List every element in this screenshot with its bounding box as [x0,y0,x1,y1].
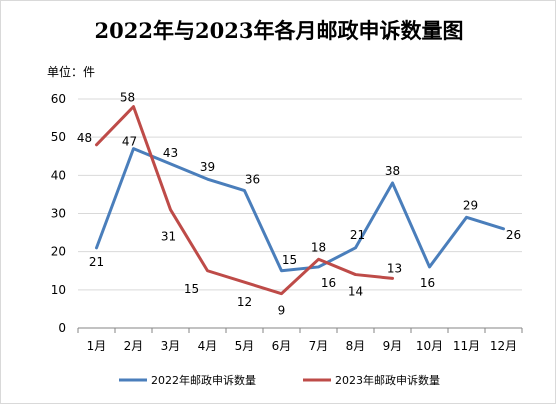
data-label: 21 [350,228,365,242]
y-tick-label: 20 [51,245,66,259]
x-tick-label: 7月 [309,339,329,353]
data-label: 15 [184,282,199,296]
x-tick-label: 3月 [161,339,181,353]
x-tick-label: 5月 [235,339,255,353]
data-label: 29 [463,198,478,212]
data-label: 14 [348,285,363,299]
y-tick-label: 50 [51,130,66,144]
legend-label-2: 2023年邮政申诉数量 [335,373,440,387]
data-label: 13 [387,261,402,275]
data-label: 9 [278,304,286,318]
data-label: 58 [120,91,135,105]
data-label: 12 [237,295,252,309]
data-label: 26 [506,228,521,242]
x-tick-label: 4月 [198,339,218,353]
x-tick-label: 12月 [490,339,517,353]
x-tick-label: 8月 [346,339,366,353]
x-tick-label: 2月 [124,339,144,353]
data-label: 21 [89,255,104,269]
data-label: 39 [200,160,215,174]
x-tick-label: 11月 [453,339,480,353]
data-label: 15 [282,253,297,267]
x-tick-label: 9月 [383,339,403,353]
x-tick-label: 6月 [272,339,292,353]
y-tick-label: 30 [51,207,66,221]
legend-label-1: 2022年邮政申诉数量 [151,373,256,387]
data-label: 48 [77,131,92,145]
y-tick-label: 0 [58,321,66,335]
series-line-1 [95,147,505,273]
data-label: 43 [163,146,178,160]
y-tick-label: 40 [51,168,66,182]
data-label: 18 [311,240,326,254]
data-label: 16 [321,276,336,290]
data-label: 31 [161,230,176,244]
x-tick-label: 10月 [416,339,443,353]
unit-label: 单位：件 [47,65,96,79]
y-tick-label: 10 [51,283,66,297]
data-label: 36 [245,173,260,187]
series-line-2 [95,105,394,296]
chart-title: 2022年与2023年各月邮政申诉数量图 [94,18,464,43]
data-label: 38 [385,164,400,178]
x-tick-label: 1月 [87,339,107,353]
data-label: 47 [122,135,137,149]
data-label: 16 [420,276,435,290]
y-tick-label: 60 [51,92,66,106]
